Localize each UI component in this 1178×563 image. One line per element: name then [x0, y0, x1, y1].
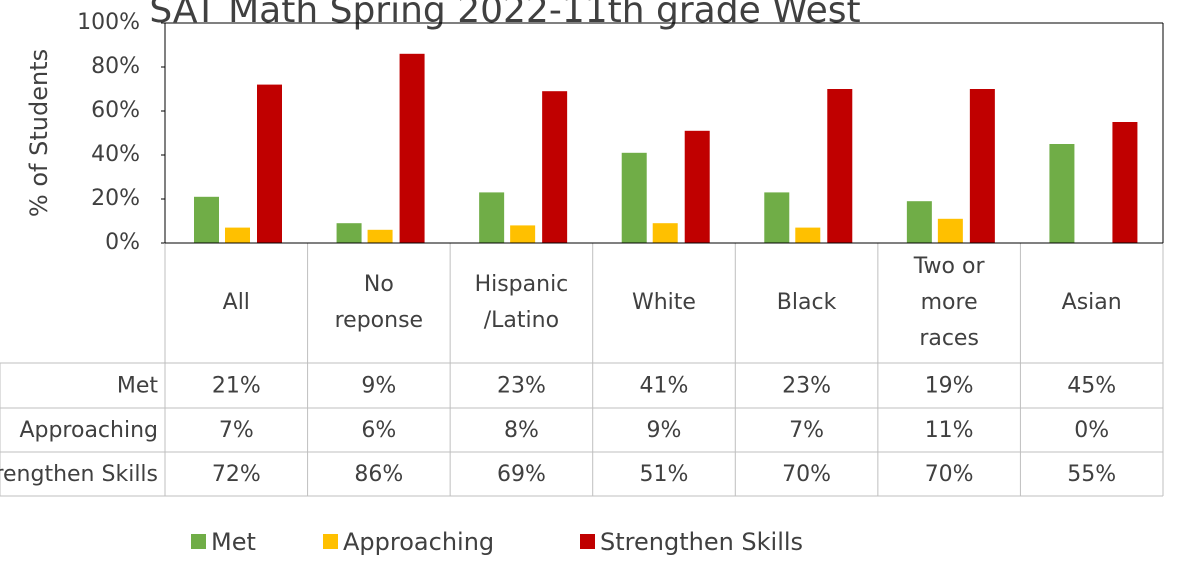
- y-tick-label: 0%: [105, 230, 140, 255]
- legend-label: Strengthen Skills: [600, 528, 803, 556]
- x-tick-label: Black: [776, 290, 837, 315]
- legend-swatch: [323, 534, 338, 549]
- table-value: 55%: [1067, 462, 1116, 487]
- x-tick-label: Two or more races: [913, 254, 985, 351]
- table-value: 0%: [1074, 418, 1109, 443]
- table-value: 70%: [925, 462, 974, 487]
- y-tick-label: 80%: [91, 54, 140, 79]
- x-tick-label: All: [222, 290, 250, 315]
- table-value: 7%: [789, 418, 824, 443]
- chart-title: SAT Math Spring 2022-11th grade West: [149, 0, 860, 31]
- x-tick-label: Hispanic /Latino: [474, 272, 569, 333]
- bar: [479, 192, 505, 243]
- table-value: 11%: [925, 418, 974, 443]
- legend-swatch: [191, 534, 206, 549]
- bar: [969, 89, 995, 243]
- legend-swatch: [580, 534, 595, 549]
- table-value: 23%: [497, 374, 546, 399]
- bar: [510, 225, 536, 243]
- bar: [652, 223, 678, 243]
- bar: [399, 53, 425, 243]
- table-value: 41%: [640, 374, 689, 399]
- bar: [367, 229, 393, 243]
- bar: [684, 130, 710, 243]
- table-value: 8%: [504, 418, 539, 443]
- y-tick-label: 20%: [91, 186, 140, 211]
- bar: [257, 84, 282, 243]
- table-value: 51%: [640, 462, 689, 487]
- table-value: 70%: [782, 462, 831, 487]
- bar: [827, 89, 853, 243]
- table-value: 23%: [782, 374, 831, 399]
- bar: [1112, 122, 1138, 243]
- table-value: 86%: [354, 462, 403, 487]
- bar: [764, 192, 790, 243]
- y-axis-label: % of Students: [25, 49, 53, 217]
- legend-label: Approaching: [343, 528, 494, 556]
- bar: [542, 91, 568, 243]
- bar: [795, 227, 821, 243]
- bar: [1049, 144, 1075, 243]
- bar: [937, 218, 963, 243]
- bar: [225, 227, 250, 243]
- table-value: 72%: [212, 462, 261, 487]
- table-value: 9%: [361, 374, 396, 399]
- row-label: Strengthen Skills: [0, 462, 158, 487]
- table-value: 7%: [219, 418, 254, 443]
- y-tick-label: 100%: [77, 10, 140, 35]
- table-value: 45%: [1067, 374, 1116, 399]
- x-tick-label: No reponse: [334, 272, 424, 333]
- y-tick-label: 40%: [91, 142, 140, 167]
- bar: [194, 196, 219, 243]
- row-label: Met: [117, 374, 159, 399]
- x-tick-label: White: [631, 290, 696, 315]
- bar: [621, 152, 647, 243]
- x-tick-label: Asian: [1061, 290, 1122, 315]
- table-value: 19%: [925, 374, 974, 399]
- y-tick-label: 60%: [91, 98, 140, 123]
- table-value: 69%: [497, 462, 546, 487]
- legend-label: Met: [211, 528, 256, 556]
- row-label: Approaching: [19, 418, 158, 443]
- bar: [906, 201, 932, 243]
- table-value: 21%: [212, 374, 261, 399]
- bar: [336, 223, 362, 243]
- table-value: 6%: [361, 418, 396, 443]
- table-value: 9%: [647, 418, 682, 443]
